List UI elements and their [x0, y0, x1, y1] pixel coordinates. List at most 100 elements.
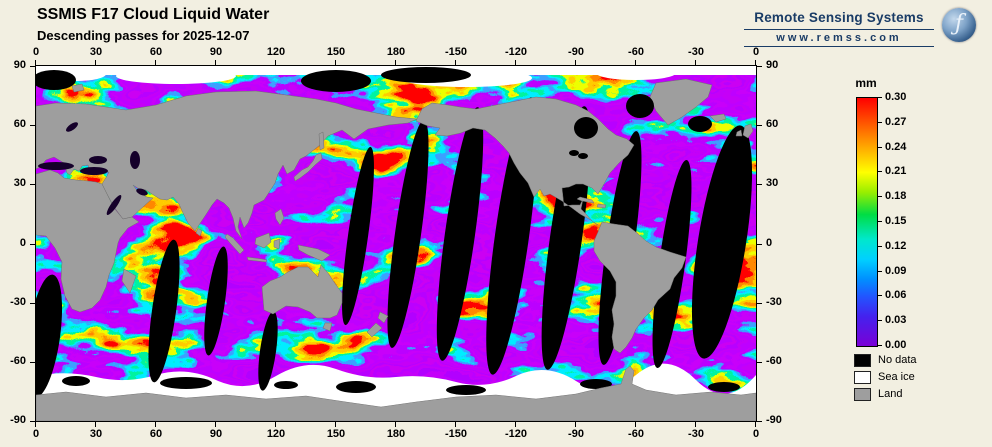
tick-mark	[878, 345, 882, 346]
lon-tick-bottom: -60	[616, 422, 656, 442]
tick-mark	[757, 243, 762, 245]
lon-tick-label: 0	[752, 46, 760, 58]
lon-tick-bottom: 0	[736, 422, 776, 442]
lon-tick-top: -120	[496, 45, 536, 65]
colorbar-tick: 0.24	[878, 140, 906, 154]
brand-url-link[interactable]: www.remss.com	[744, 29, 934, 47]
lat-tick-label: -60	[10, 354, 26, 367]
colorbar-tick: 0.27	[878, 115, 906, 129]
lon-tick-bottom: 180	[376, 422, 416, 442]
colorbar-tick-value: 0.21	[885, 165, 907, 178]
legend-swatch	[854, 371, 871, 384]
lon-tick-label: 180	[386, 428, 406, 440]
lon-tick-label: 150	[326, 428, 346, 440]
lon-tick-label: 120	[266, 46, 286, 58]
tick-mark	[878, 121, 882, 123]
cuba	[576, 196, 595, 204]
branding-block: Remote Sensing Systems www.remss.com	[744, 10, 934, 47]
colorbar-tick: 0.06	[878, 288, 906, 302]
lon-tick-label: -90	[568, 46, 584, 58]
lat-tick-label: -90	[766, 414, 782, 426]
lon-tick-bottom: 60	[136, 422, 176, 442]
lon-tick-top: 60	[136, 45, 176, 65]
colorbar-tick: 0.30	[878, 90, 906, 104]
legend-label: No data	[878, 354, 917, 366]
tick-mark	[878, 196, 882, 198]
lon-tick-label: 0	[32, 428, 40, 440]
lat-tick-label: 90	[766, 59, 779, 71]
lon-tick-top: 30	[76, 45, 116, 65]
lat-tick-left: 0	[0, 237, 35, 251]
page-subtitle: Descending passes for 2025-12-07	[37, 28, 250, 43]
lon-tick-label: 90	[209, 428, 223, 440]
lon-tick-label: -150	[444, 46, 468, 58]
lat-tick-label: 60	[766, 118, 779, 131]
lon-tick-bottom: -120	[496, 422, 536, 442]
lat-tick-label: 30	[13, 177, 26, 190]
lat-tick-right: -30	[757, 296, 797, 310]
lat-tick-left: 60	[0, 118, 35, 132]
lon-tick-label: -60	[628, 46, 644, 58]
lat-tick-right: -60	[757, 355, 797, 369]
tick-mark	[757, 361, 762, 363]
lat-tick-left: -30	[0, 296, 35, 310]
tick-mark	[395, 422, 396, 427]
tick-mark	[95, 422, 96, 427]
tick-mark	[878, 320, 882, 322]
lon-tick-bottom: 90	[196, 422, 236, 442]
lon-tick-top: -30	[676, 45, 716, 65]
legend-item: Sea ice	[854, 371, 917, 384]
lon-tick-bottom: 30	[76, 422, 116, 442]
british-isles	[742, 123, 754, 139]
lon-tick-label: 60	[149, 428, 163, 440]
tick-mark	[757, 302, 762, 304]
tick-mark	[455, 422, 456, 427]
colorbar	[856, 97, 878, 347]
lon-tick-label: -60	[628, 428, 644, 440]
page-title: SSMIS F17 Cloud Liquid Water	[37, 6, 270, 23]
colorbar-tick-value: 0.15	[885, 215, 907, 227]
colorbar-tick: 0.03	[878, 313, 906, 327]
lat-tick-label: -30	[10, 295, 26, 308]
lon-tick-top: -150	[436, 45, 476, 65]
lon-tick-label: 60	[149, 46, 163, 58]
new-zealand-north	[377, 311, 389, 324]
colorbar-tick: 0.12	[878, 239, 906, 253]
lat-tick-left: 90	[0, 59, 35, 73]
new-guinea	[297, 244, 331, 262]
new-zealand-south	[366, 322, 383, 338]
lon-tick-top: 150	[316, 45, 356, 65]
legend-label: Sea ice	[878, 371, 915, 383]
lat-tick-label: -60	[766, 354, 782, 367]
lat-tick-label: 0	[766, 236, 773, 249]
tick-mark	[755, 422, 756, 427]
colorbar-tick: 0.09	[878, 264, 906, 278]
tick-mark	[275, 422, 276, 427]
madagascar	[121, 268, 137, 294]
lon-tick-top: 0	[736, 45, 776, 65]
tick-mark	[878, 295, 882, 297]
colorbar-tick: 0.00	[878, 338, 906, 352]
hispaniola	[596, 203, 607, 209]
africa	[36, 169, 140, 313]
antarctica	[36, 365, 756, 421]
lon-tick-top: 180	[376, 45, 416, 65]
lon-tick-label: 120	[266, 428, 286, 440]
lon-tick-label: 90	[209, 46, 223, 58]
japan	[293, 152, 323, 182]
tick-mark	[35, 422, 36, 427]
map-plot	[35, 65, 757, 422]
lon-tick-top: 90	[196, 45, 236, 65]
sakhalin	[318, 131, 325, 151]
borneo	[254, 232, 272, 249]
lon-tick-label: 180	[386, 46, 406, 58]
lat-tick-label: 30	[766, 177, 779, 190]
tick-mark	[878, 270, 882, 272]
lon-tick-top: -60	[616, 45, 656, 65]
lon-tick-bottom: -30	[676, 422, 716, 442]
tick-mark	[878, 97, 882, 98]
legend-label: Land	[878, 388, 903, 400]
legend-item: No data	[854, 354, 917, 367]
lat-tick-label: -30	[766, 295, 782, 308]
lat-tick-label: 60	[13, 118, 26, 131]
